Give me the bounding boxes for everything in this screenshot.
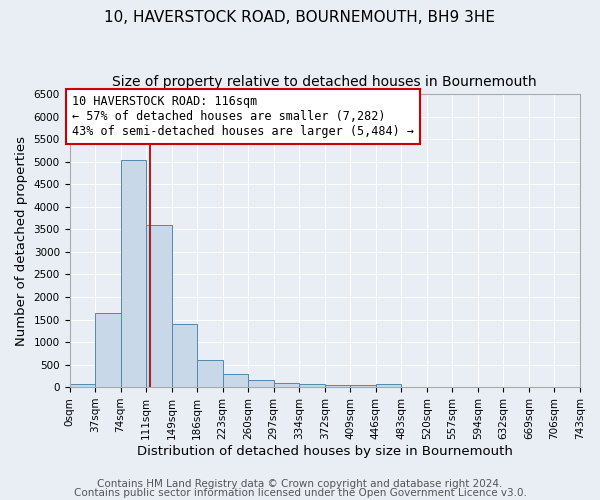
Bar — [299, 384, 325, 387]
Bar — [376, 384, 401, 387]
Bar — [172, 324, 197, 387]
Bar — [248, 380, 274, 387]
Bar — [274, 384, 299, 387]
Bar — [70, 384, 95, 387]
X-axis label: Distribution of detached houses by size in Bournemouth: Distribution of detached houses by size … — [137, 444, 513, 458]
Bar — [325, 385, 350, 387]
Bar — [350, 385, 376, 387]
Bar — [95, 313, 121, 387]
Bar — [223, 374, 248, 387]
Text: 10 HAVERSTOCK ROAD: 116sqm
← 57% of detached houses are smaller (7,282)
43% of s: 10 HAVERSTOCK ROAD: 116sqm ← 57% of deta… — [71, 95, 413, 138]
Title: Size of property relative to detached houses in Bournemouth: Size of property relative to detached ho… — [112, 75, 537, 89]
Y-axis label: Number of detached properties: Number of detached properties — [15, 136, 28, 346]
Bar — [146, 225, 172, 387]
Text: Contains public sector information licensed under the Open Government Licence v3: Contains public sector information licen… — [74, 488, 526, 498]
Bar — [121, 160, 146, 387]
Bar — [197, 360, 223, 387]
Text: Contains HM Land Registry data © Crown copyright and database right 2024.: Contains HM Land Registry data © Crown c… — [97, 479, 503, 489]
Text: 10, HAVERSTOCK ROAD, BOURNEMOUTH, BH9 3HE: 10, HAVERSTOCK ROAD, BOURNEMOUTH, BH9 3H… — [104, 10, 496, 25]
